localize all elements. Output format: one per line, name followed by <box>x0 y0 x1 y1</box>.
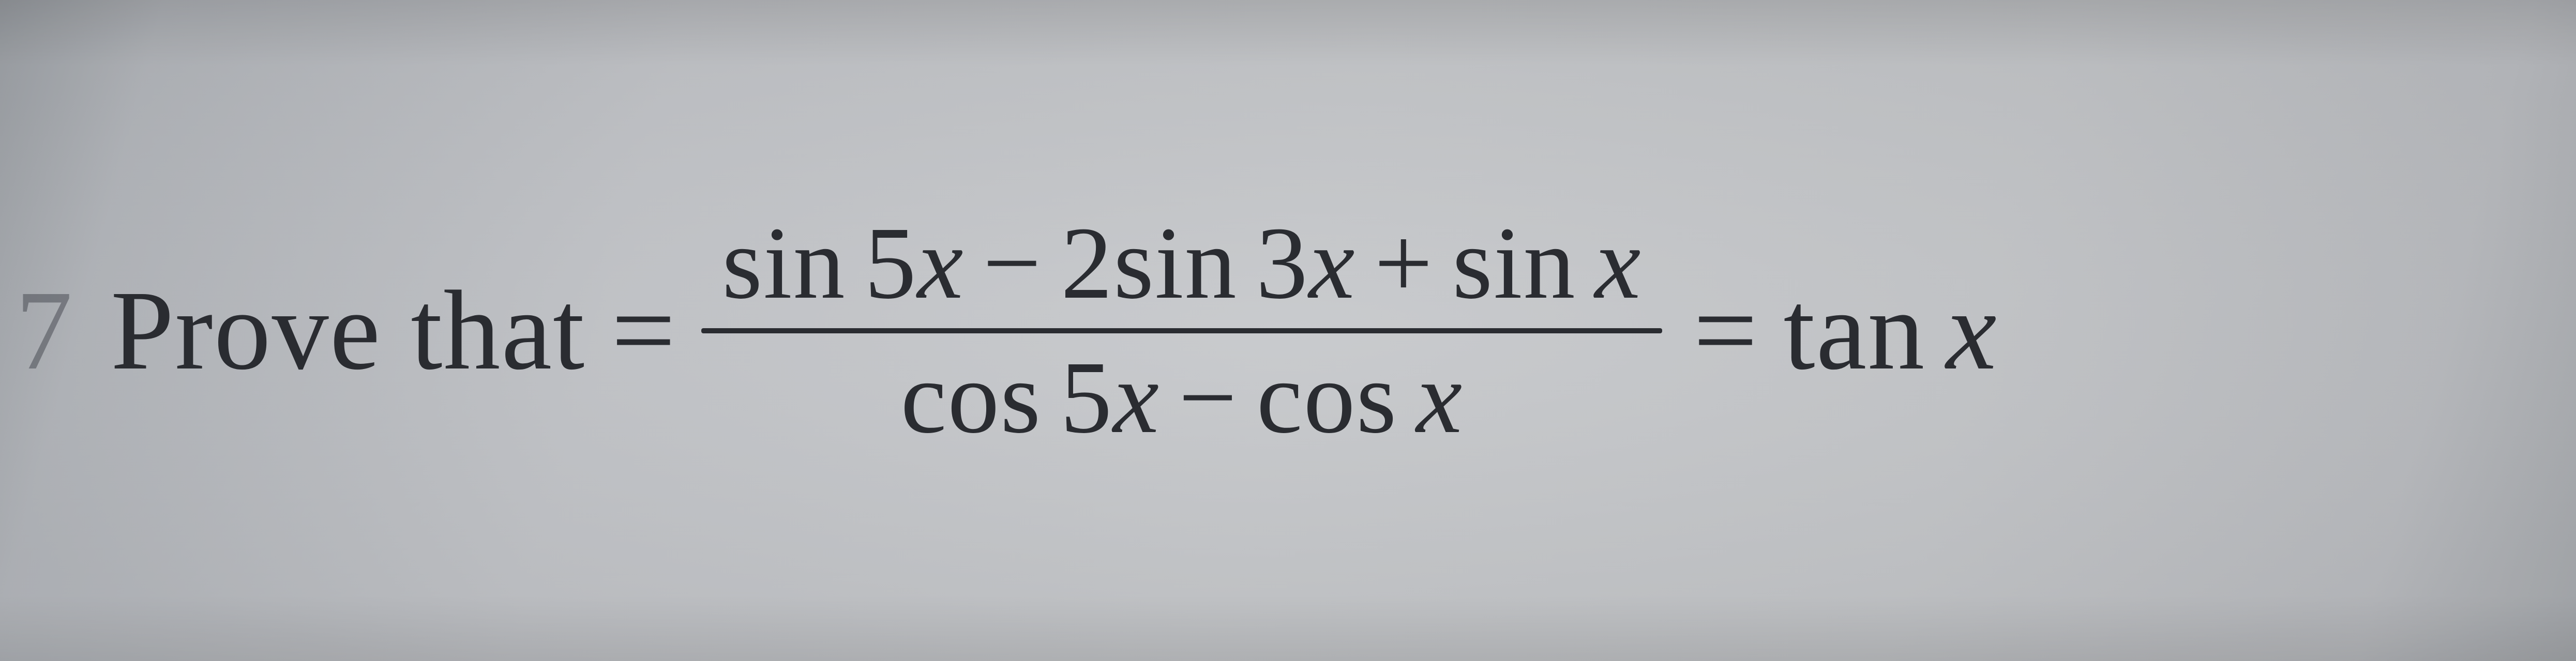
num-term1-coef: 5 <box>865 206 917 320</box>
num-term3-var: x <box>1595 206 1642 320</box>
num-term1-var: x <box>917 206 965 320</box>
fraction-numerator: sin5x−2sin3x+sinx <box>701 199 1662 328</box>
num-term1-fn: sin <box>722 206 846 320</box>
lead-text: Prove that <box>111 265 606 396</box>
den-term1-fn: cos <box>901 341 1042 455</box>
equals-sign-1: = <box>606 265 691 396</box>
num-op1: − <box>964 206 1061 320</box>
fraction: sin5x−2sin3x+sinx cos5x−cosx <box>691 199 1673 463</box>
num-term2-fn: sin <box>1113 206 1237 320</box>
fraction-denominator: cos5x−cosx <box>880 333 1484 463</box>
rhs: tanx <box>1783 265 1997 396</box>
problem-line: 7 Prove that = sin5x−2sin3x+sinx cos5x−c… <box>0 199 1998 463</box>
num-term2-var: x <box>1309 206 1356 320</box>
equals-sign-2: = <box>1673 265 1783 396</box>
rhs-fn: tan <box>1783 267 1925 393</box>
fraction-bar <box>701 328 1662 333</box>
num-term2-arg-coef: 3 <box>1256 206 1309 320</box>
num-op2: + <box>1355 206 1452 320</box>
num-term3-fn: sin <box>1452 206 1576 320</box>
den-term1-coef: 5 <box>1060 341 1113 455</box>
den-term1-var: x <box>1113 341 1160 455</box>
den-op1: − <box>1160 341 1257 455</box>
den-term2-var: x <box>1416 341 1463 455</box>
num-term2-coef: 2 <box>1061 206 1113 320</box>
rhs-var: x <box>1946 267 1998 393</box>
question-number: 7 <box>0 265 111 396</box>
den-term2-fn: cos <box>1257 341 1398 455</box>
